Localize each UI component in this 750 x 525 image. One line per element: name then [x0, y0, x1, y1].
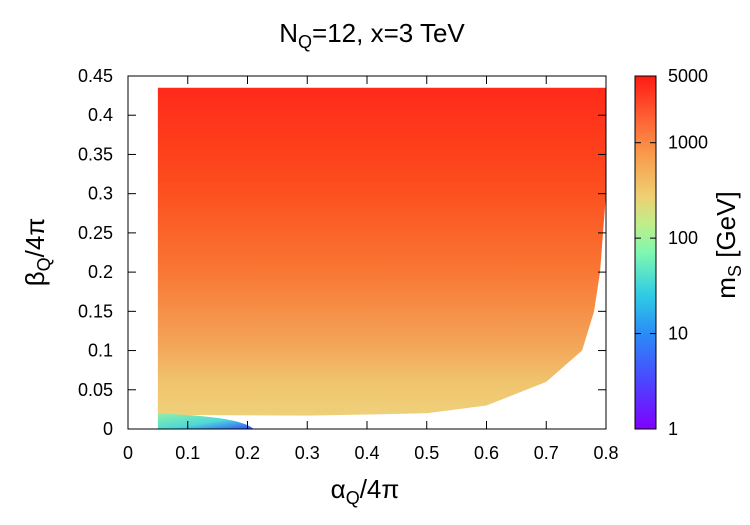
y-tick-label: 0.1 — [88, 341, 113, 361]
heatmap-region — [157, 87, 606, 416]
x-tick-label: 0.1 — [175, 443, 200, 463]
chart-title: NQ=12, x=3 TeV — [279, 18, 465, 52]
y-tick-label: 0.15 — [78, 301, 113, 321]
x-tick-label: 0.6 — [474, 443, 499, 463]
y-tick-label: 0.05 — [78, 380, 113, 400]
colorbar-tick-label: 100 — [668, 228, 698, 248]
y-axis-ticks: 0 0.05 0.1 0.15 0.2 0.25 0.3 0.35 0.4 0.45 — [78, 66, 606, 439]
y-tick-label: 0.45 — [78, 66, 113, 86]
heatmap-low-mass-patch — [157, 413, 254, 429]
x-tick-label: 0 — [123, 443, 133, 463]
colorbar-ticks: 1 10 100 1000 5000 — [635, 66, 708, 439]
y-tick-label: 0 — [103, 419, 113, 439]
x-tick-label: 0.8 — [593, 443, 618, 463]
x-tick-label: 0.2 — [235, 443, 260, 463]
y-tick-label: 0.35 — [78, 144, 113, 164]
y-axis-label: βQ/4π — [20, 218, 54, 287]
x-tick-label: 0.5 — [414, 443, 439, 463]
colorbar-tick-label: 5000 — [668, 66, 708, 86]
x-axis-ticks: 0 0.1 0.2 0.3 0.4 0.5 0.6 0.7 0.8 — [123, 76, 619, 463]
x-tick-label: 0.4 — [354, 443, 379, 463]
y-tick-label: 0.2 — [88, 262, 113, 282]
colorbar-tick-label: 10 — [668, 324, 688, 344]
y-tick-label: 0.4 — [88, 105, 113, 125]
colorbar — [634, 75, 657, 430]
x-tick-label: 0.7 — [534, 443, 559, 463]
colorbar-tick-label: 1 — [668, 419, 678, 439]
colorbar-tick-label: 1000 — [668, 133, 708, 153]
y-tick-label: 0.3 — [88, 184, 113, 204]
x-axis-label: αQ/4π — [331, 474, 400, 508]
x-tick-label: 0.3 — [295, 443, 320, 463]
colorbar-label: mS [GeV] — [711, 191, 745, 298]
y-tick-label: 0.25 — [78, 223, 113, 243]
